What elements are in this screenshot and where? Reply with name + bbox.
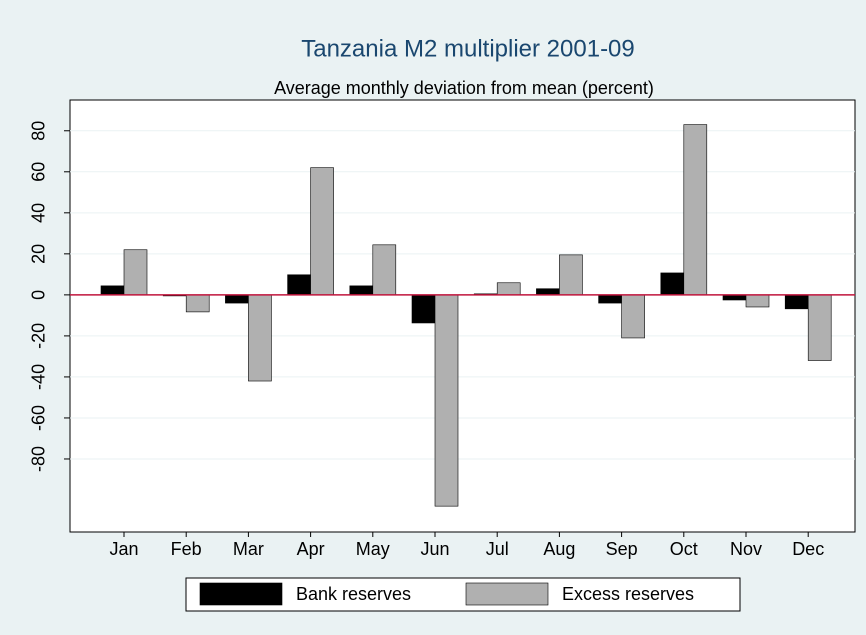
- bar: [621, 294, 645, 339]
- x-tick-label: Aug: [543, 539, 575, 559]
- bar: [225, 294, 249, 304]
- x-tick-label: Feb: [171, 539, 202, 559]
- bar: [660, 272, 685, 296]
- plot-area: [69, 99, 856, 533]
- y-tick-label: 0: [29, 290, 49, 300]
- bar: [287, 274, 311, 296]
- y-tick-label: -20: [29, 323, 49, 349]
- y-tick-label: 40: [29, 203, 49, 223]
- bar: [123, 249, 148, 296]
- chart-subtitle: Average monthly deviation from mean (per…: [274, 78, 654, 98]
- legend-label: Bank reserves: [296, 584, 411, 604]
- bar: [248, 294, 272, 382]
- y-tick-label: 60: [29, 162, 49, 182]
- bar: [807, 294, 832, 361]
- bar: [598, 294, 622, 304]
- y-tick-label: 20: [29, 244, 49, 264]
- x-tick-label: Dec: [792, 539, 824, 559]
- bar: [496, 282, 521, 296]
- bar: [349, 285, 374, 296]
- x-tick-label: Jul: [486, 539, 509, 559]
- x-tick-label: Nov: [730, 539, 762, 559]
- bar: [434, 294, 459, 507]
- bar: [745, 294, 770, 308]
- legend-label: Excess reserves: [562, 584, 694, 604]
- x-tick-label: Oct: [670, 539, 698, 559]
- bar: [310, 167, 334, 296]
- bar: [185, 294, 210, 313]
- bar: [100, 285, 125, 296]
- bar: [722, 294, 747, 301]
- x-tick-label: Sep: [606, 539, 638, 559]
- legend-swatch: [465, 582, 549, 606]
- bar: [559, 254, 583, 296]
- y-tick-label: -40: [29, 364, 49, 390]
- chart-title: Tanzania M2 multiplier 2001-09: [301, 35, 635, 62]
- bar: [683, 124, 708, 296]
- x-tick-label: Jan: [109, 539, 138, 559]
- x-tick-label: Apr: [297, 539, 325, 559]
- bar: [411, 294, 436, 324]
- bar: [784, 294, 809, 310]
- y-tick-label: -80: [29, 446, 49, 472]
- x-tick-label: Mar: [233, 539, 264, 559]
- x-tick-label: Jun: [420, 539, 449, 559]
- bar: [372, 244, 397, 296]
- y-tick-label: 80: [29, 121, 49, 141]
- y-tick-label: -60: [29, 405, 49, 431]
- x-tick-label: May: [356, 539, 390, 559]
- bar: [536, 288, 560, 296]
- legend-swatch: [199, 582, 283, 606]
